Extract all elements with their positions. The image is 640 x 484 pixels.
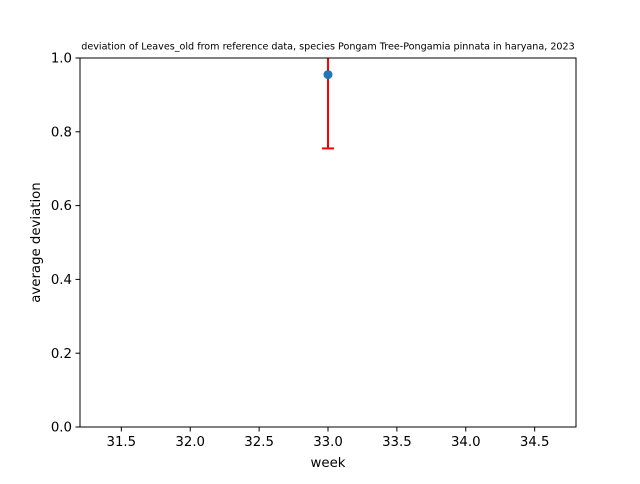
data-marks: [322, 58, 334, 150]
x-tick-label: 32.5: [244, 435, 274, 450]
y-tick-label: 0.8: [51, 125, 72, 140]
y-tick-label: 0.0: [51, 421, 72, 436]
x-tick-label: 34.5: [520, 435, 550, 450]
x-tick-label: 31.5: [107, 435, 137, 450]
x-tick-label: 34.0: [451, 435, 481, 450]
series-group: [322, 58, 334, 150]
x-tick-label: 32.0: [175, 435, 205, 450]
y-tick-label: 0.4: [51, 273, 72, 288]
data-point: [323, 70, 333, 80]
x-tick-label: 33.5: [382, 435, 412, 450]
y-tick-label: 0.6: [51, 199, 72, 214]
x-axis-label: week: [311, 456, 346, 471]
chart-title: deviation of Leaves_old from reference d…: [81, 42, 575, 53]
y-axis-label: average deviation: [29, 182, 44, 302]
axes-frame: [79, 57, 577, 428]
x-tick-label: 33.0: [313, 435, 343, 450]
axis-ticks: 31.5 32.0 32.5 33.0 33.5 34.0 34.5 0.0 0.2 0.4 0.6…: [51, 52, 550, 450]
y-tick-label: 1.0: [51, 52, 72, 67]
y-tick-label: 0.2: [51, 347, 72, 362]
